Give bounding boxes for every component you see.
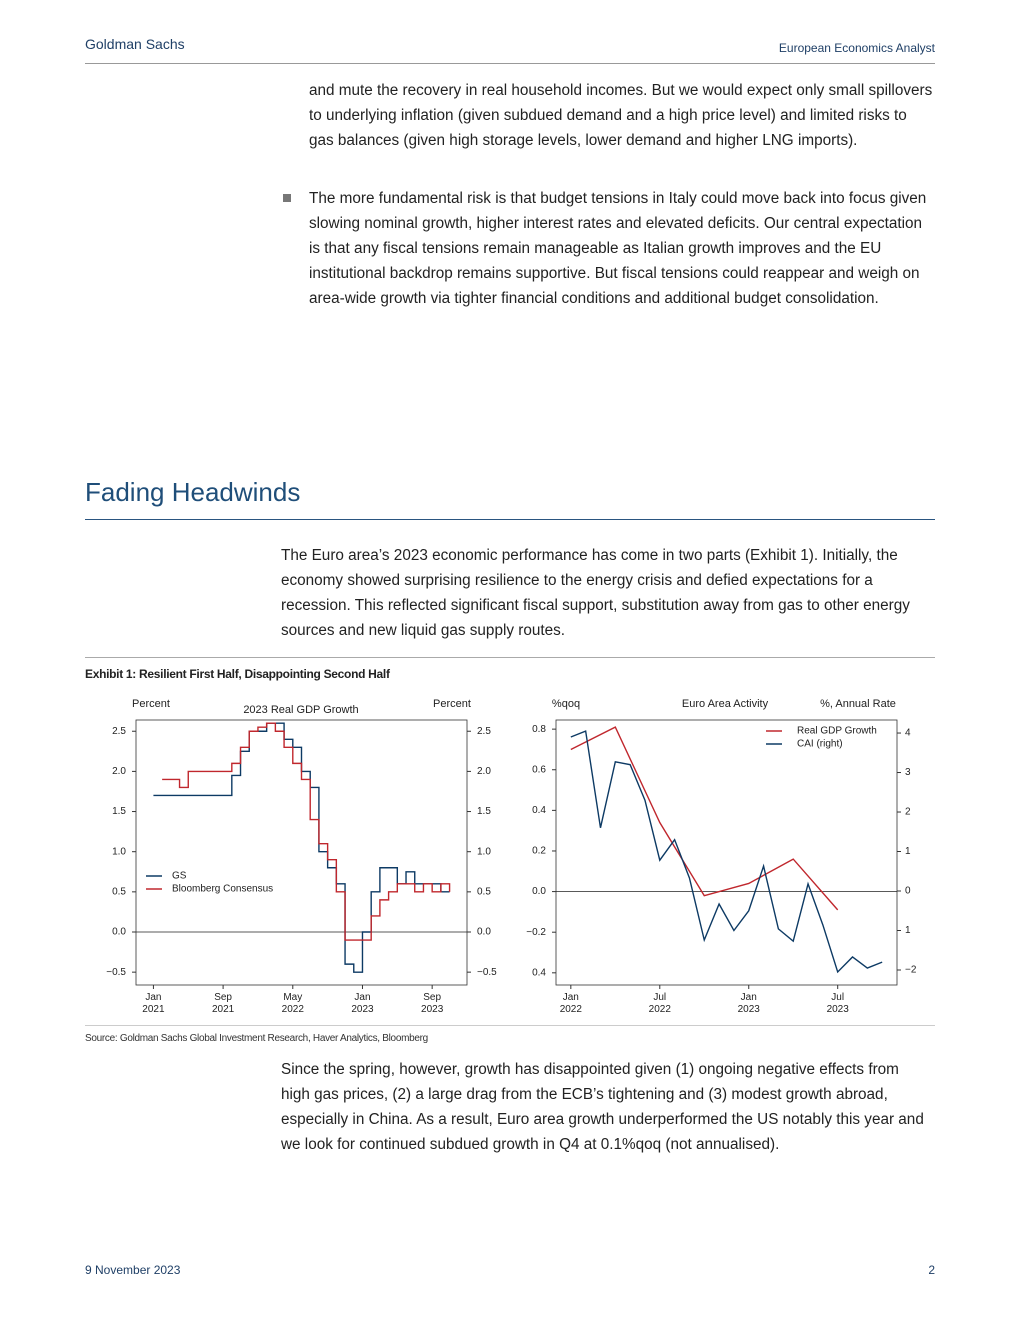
x-tick-label: Jan 2021 (142, 992, 165, 1015)
y2-tick-label: 2.5 (477, 726, 491, 737)
y-tick-label: −0.2 (526, 927, 546, 938)
plot-frame (135, 719, 468, 986)
x-tick-label: Jul 2022 (649, 992, 672, 1015)
y2-tick-label: 1.0 (477, 846, 491, 857)
y-tick-label: 1.0 (112, 846, 126, 857)
bullet-text: The more fundamental risk is that budget… (309, 190, 927, 307)
y2-tick-label: 1.5 (477, 806, 491, 817)
y-axis-label: Percent (132, 698, 170, 710)
footer-date: 9 November 2023 (85, 1263, 181, 1277)
plot-frame (555, 719, 898, 986)
x-tick-label: May 2022 (282, 992, 305, 1015)
y2-axis-label: Percent (433, 698, 471, 710)
paragraph: The Euro area’s 2023 economic performanc… (281, 547, 910, 639)
exhibit-rule (85, 657, 935, 658)
y2-tick-label: 0.5 (477, 886, 491, 897)
y-tick-label: 0.2 (532, 846, 546, 857)
y-tick-label: 0.4 (532, 805, 546, 816)
y2-axis-label: %, Annual Rate (820, 698, 896, 710)
chart-title: Euro Area Activity (682, 698, 769, 710)
y-tick-label: −0.5 (106, 967, 126, 978)
legend-label: Bloomberg Consensus (172, 884, 273, 895)
bullet-icon (283, 194, 291, 202)
publication: European Economics Analyst (778, 41, 935, 55)
paragraph: Since the spring, however, growth has di… (281, 1061, 924, 1153)
y2-tick-label: 3 (905, 767, 911, 778)
y2-tick-label: 4 (905, 728, 911, 739)
y2-tick-label: 1 (905, 846, 911, 857)
x-tick-label: Sep 2021 (212, 992, 235, 1015)
y2-tick-label: −0.5 (477, 967, 497, 978)
y-tick-label: 0.5 (112, 886, 126, 897)
paragraph: and mute the recovery in real household … (309, 82, 933, 149)
y-tick-label: 0.0 (112, 927, 126, 938)
brand: Goldman Sachs (85, 36, 185, 52)
chart-title: 2023 Real GDP Growth (243, 704, 358, 716)
series-line (570, 726, 839, 911)
x-tick-label: Jul 2023 (827, 992, 850, 1015)
series-line (162, 722, 451, 941)
y-tick-label: 0.6 (532, 764, 546, 775)
x-tick-label: Jan 2022 (560, 992, 583, 1015)
legend-label: Real GDP Growth (797, 726, 877, 737)
series-line (153, 722, 450, 973)
x-tick-label: Jan 2023 (738, 992, 761, 1015)
y2-tick-label: 1 (905, 925, 911, 936)
y-tick-label: 0.8 (532, 724, 546, 735)
y-tick-label: 0.4 (532, 967, 546, 978)
y-tick-label: 2.5 (112, 726, 126, 737)
y-tick-label: 0.0 (532, 886, 546, 897)
y-tick-label: 2.0 (112, 766, 126, 777)
legend-label: CAI (right) (797, 739, 843, 750)
y-tick-label: 1.5 (112, 806, 126, 817)
y2-tick-label: 2.0 (477, 766, 491, 777)
x-tick-label: Jan 2023 (351, 992, 374, 1015)
header-rule (85, 63, 935, 64)
y2-tick-label: 0.0 (477, 927, 491, 938)
x-tick-label: Sep 2023 (421, 992, 444, 1015)
legend-label: GS (172, 871, 187, 882)
y2-tick-label: −2 (905, 965, 917, 976)
page-number: 2 (928, 1263, 935, 1277)
y-axis-label: %qoq (552, 698, 580, 710)
series-line (570, 730, 883, 974)
exhibit-rule (85, 1025, 935, 1026)
exhibit-title: Exhibit 1: Resilient First Half, Disappo… (85, 667, 390, 681)
y2-tick-label: 2 (905, 807, 911, 818)
section-rule (85, 519, 935, 520)
section-title: Fading Headwinds (85, 477, 301, 507)
y2-tick-label: 0 (905, 886, 911, 897)
source: Source: Goldman Sachs Global Investment … (85, 1033, 428, 1044)
